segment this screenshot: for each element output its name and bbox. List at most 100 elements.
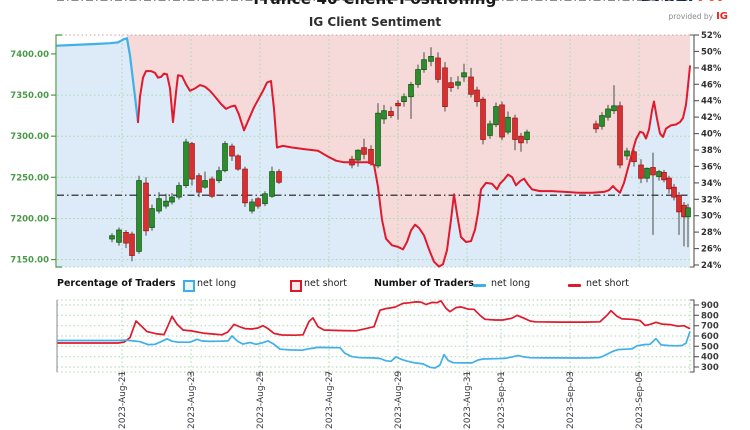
candle (524, 129, 530, 144)
dailyfx-logo-fx: FX (698, 0, 724, 6)
page-title: France 40 Client Positioning (0, 0, 750, 8)
candles (109, 47, 691, 262)
candle (196, 173, 202, 198)
chart-legend: Percentage of Traders net long net short… (0, 278, 750, 294)
pct-tick-label: 36% (701, 162, 722, 172)
pct-tick-label: 28% (701, 228, 722, 238)
pct-tick-label: 34% (701, 179, 722, 189)
date-tick-label: 2023-Aug-21 (118, 371, 128, 429)
pct-tick-label: 32% (701, 195, 722, 205)
candle (222, 141, 228, 173)
date-tick-label: 2023-Aug-27 (325, 371, 335, 429)
candle (421, 52, 427, 73)
candle (671, 183, 677, 201)
candle (666, 175, 672, 194)
ig-logo: IG (716, 11, 728, 22)
price-tick-label: 7150.00 (10, 256, 49, 266)
pct-tick-label: 38% (701, 146, 722, 156)
count-tick-label: 500 (701, 342, 719, 352)
candle (676, 192, 682, 235)
candle (163, 193, 169, 209)
candle (183, 138, 189, 188)
count-tick-label: 700 (701, 322, 719, 332)
price-tick-label: 7350.00 (10, 91, 49, 101)
candle (650, 152, 656, 235)
candle (202, 171, 208, 189)
net-short-count-line (57, 300, 691, 344)
pct-tick-label: 52% (701, 31, 722, 41)
candle (129, 231, 135, 262)
count-tick-label: 900 (701, 301, 719, 311)
candle (408, 81, 414, 119)
count-tick-label: 300 (701, 363, 719, 373)
pct-axis: 52% 50% 48% 46% 44% 42% 40% 38% 36% 34% 32% 30% 28% 2… (690, 31, 722, 271)
candle (401, 93, 407, 107)
net-long-pct-line (55, 37, 140, 124)
price-axis: 7400.00 7350.00 7300.00 7250.00 7200.00 7150.… (10, 34, 62, 268)
candle (480, 96, 486, 145)
date-axis: 2023-Aug-21 2023-Aug-23 2023-Aug-25 2023-Au… (118, 370, 645, 429)
net-long-swatch-icon (183, 280, 195, 292)
price-tick-label: 7250.00 (10, 173, 49, 183)
pct-tick-label: 46% (701, 80, 722, 90)
candle (455, 76, 461, 90)
bottom-gridlines (56, 299, 691, 373)
candle (156, 192, 162, 214)
candle (605, 104, 611, 121)
count-tick-label: 600 (701, 332, 719, 342)
count-tick-label: 800 (701, 311, 719, 321)
legend-pct-net-short-label: net short (304, 278, 348, 289)
pct-tick-label: 50% (701, 47, 722, 57)
candle (262, 191, 268, 207)
candle (415, 64, 421, 88)
candle (644, 167, 650, 183)
candle (176, 182, 182, 200)
date-tick-label: 2023-Sep-05 (635, 371, 645, 429)
net-short-pct-line (137, 65, 691, 268)
net-long-count-line (57, 331, 691, 369)
candle (512, 114, 518, 151)
candle (375, 103, 381, 169)
candle (255, 197, 261, 209)
candle (189, 142, 195, 186)
candle (499, 101, 505, 141)
legend-num-net-long-label: net long (491, 278, 531, 289)
candle (624, 147, 630, 160)
candle (435, 52, 441, 83)
candle (428, 47, 434, 67)
date-tick-label: 2023-Sep-03 (566, 371, 576, 429)
candle (116, 227, 122, 246)
candle (169, 193, 175, 205)
count-tick-label: 400 (701, 353, 719, 363)
net-short-region (127, 35, 690, 267)
candle (395, 100, 401, 120)
legend-pct-net-long-label: net long (197, 278, 237, 289)
candle (661, 169, 667, 183)
candle (593, 120, 599, 133)
main-gridlines (57, 35, 690, 372)
candle (276, 169, 282, 184)
date-tick-label: 2023-Aug-25 (256, 371, 266, 429)
dailyfx-logo: DAILYFX (642, 0, 724, 6)
pct-tick-label: 42% (701, 113, 722, 123)
candle (361, 138, 367, 160)
date-tick-label: 2023-Aug-29 (394, 370, 404, 429)
date-tick-label: 2023-Aug-23 (187, 371, 197, 429)
candle (149, 204, 155, 231)
candle (505, 111, 511, 135)
candle (474, 86, 480, 107)
candle (123, 230, 129, 249)
candle (442, 62, 448, 112)
candle (461, 63, 467, 82)
candle (209, 176, 215, 198)
candle (355, 149, 361, 167)
provided-by-label: provided by IG (668, 11, 728, 22)
net-long-region (57, 38, 690, 267)
candle (468, 67, 474, 98)
pct-tick-label: 40% (701, 130, 722, 140)
candle (109, 233, 115, 243)
candle (685, 203, 691, 248)
